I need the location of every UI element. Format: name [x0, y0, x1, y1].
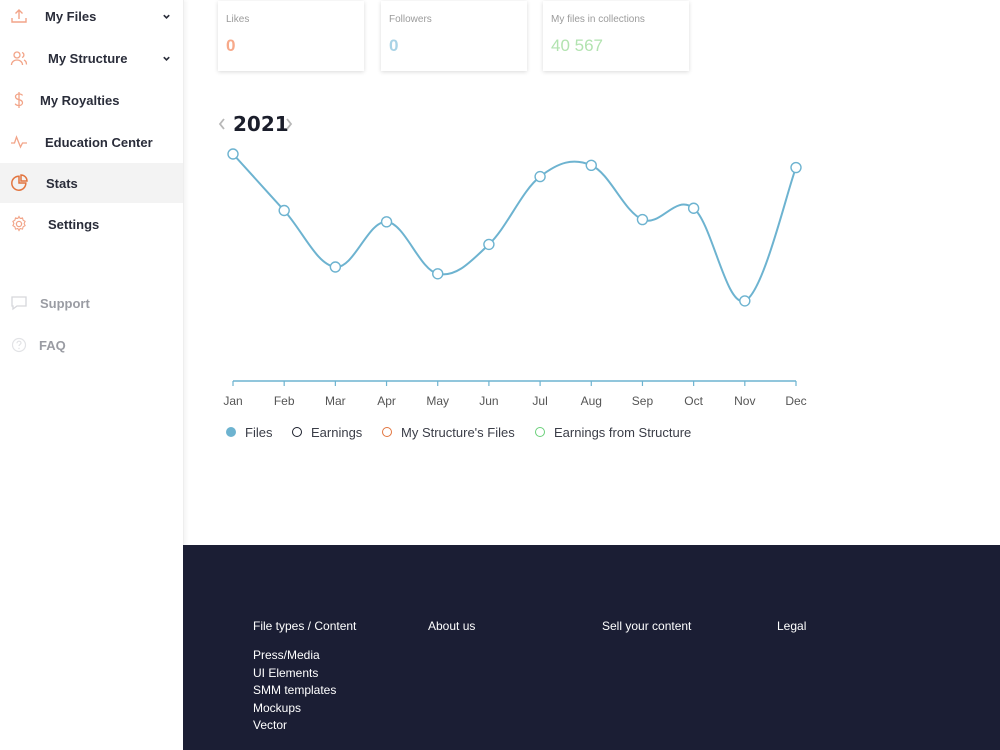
chevron-right-icon[interactable] [284, 116, 294, 132]
chat-icon [11, 296, 27, 311]
data-point [636, 213, 649, 226]
footer-heading-about[interactable]: About us [428, 619, 476, 633]
sidebar-item-settings[interactable]: Settings [0, 204, 183, 244]
data-point [329, 261, 342, 273]
sidebar-item-my-royalties[interactable]: My Royalties [0, 80, 183, 120]
footer-link[interactable]: SMM templates [253, 683, 337, 697]
sidebar-item-label: Support [40, 295, 90, 311]
card-title: My files in collections [551, 14, 645, 25]
legend-dot-outline-icon [382, 427, 392, 437]
data-point [432, 268, 444, 280]
sidebar-item-education-center[interactable]: Education Center [0, 122, 183, 162]
data-point [687, 202, 700, 214]
sidebar-item-label: Stats [46, 175, 78, 191]
sidebar-item-stats[interactable]: Stats [0, 163, 183, 203]
sidebar-item-support[interactable]: Support [0, 283, 183, 323]
chevron-down-icon[interactable] [162, 54, 171, 63]
x-tick-label: Jul [532, 394, 547, 408]
footer-heading-legal[interactable]: Legal [777, 619, 807, 633]
footer-link[interactable]: UI Elements [253, 666, 319, 680]
legend-dot-outline-icon [292, 427, 302, 437]
help-icon [11, 337, 27, 353]
card-value: 0 [389, 36, 399, 55]
x-tick-label: Sep [632, 394, 654, 408]
x-tick-label: Oct [684, 394, 703, 408]
series-line-files [232, 153, 797, 302]
likes-card: Likes 0 [218, 1, 364, 71]
x-tick-label: Aug [581, 394, 602, 408]
footer-link[interactable]: Mockups [253, 701, 302, 715]
x-tick-label: Apr [377, 394, 396, 408]
legend-item-structure-files[interactable]: My Structure's Files [382, 423, 515, 441]
legend-label: My Structure's Files [401, 424, 515, 440]
x-tick-label: Nov [734, 394, 755, 408]
footer-heading-sell[interactable]: Sell your content [602, 619, 692, 633]
sidebar-item-label: My Files [45, 8, 97, 24]
x-tick-label: Dec [785, 394, 806, 408]
data-point [790, 161, 802, 174]
data-point [534, 170, 546, 183]
year-label: 2021 [233, 112, 289, 136]
sidebar: My Files My Structure My Royalties Educa… [0, 0, 184, 750]
card-value: 40 567 [551, 36, 603, 55]
data-point [739, 295, 751, 307]
legend-item-earnings-structure[interactable]: Earnings from Structure [535, 423, 691, 441]
x-tick-label: May [426, 394, 449, 408]
sidebar-item-faq[interactable]: FAQ [0, 325, 183, 365]
x-tick-label: Mar [325, 394, 346, 408]
activity-icon [11, 135, 27, 149]
legend-label: Earnings from Structure [554, 424, 692, 440]
collections-card: My files in collections 40 567 [543, 1, 689, 71]
sidebar-item-label: Education Center [45, 134, 153, 150]
data-point [483, 238, 495, 251]
upload-icon [11, 9, 27, 23]
x-tick-label: Feb [274, 394, 295, 408]
footer-link[interactable]: Vector [253, 718, 288, 732]
sidebar-item-label: My Structure [48, 50, 128, 66]
data-point [380, 216, 393, 228]
card-title: Likes [226, 14, 250, 25]
footer: File types / Content About us Sell your … [183, 545, 1000, 750]
legend-dot-outline-icon [535, 427, 545, 437]
gear-icon [12, 215, 26, 232]
legend-dot-filled-icon [226, 427, 236, 437]
card-value: 0 [226, 36, 236, 55]
legend-item-files[interactable]: Files [226, 423, 272, 441]
footer-heading-content[interactable]: File types / Content [253, 619, 357, 633]
sidebar-item-my-files[interactable]: My Files [0, 0, 183, 36]
legend-label: Earnings [311, 424, 363, 440]
sidebar-item-my-structure[interactable]: My Structure [0, 38, 183, 78]
legend-label: Files [245, 424, 273, 440]
data-point [585, 159, 597, 171]
chevron-down-icon[interactable] [162, 12, 171, 21]
files-line-chart: Jan Feb Mar Apr May Jun Jul Aug Sep Oct Nov Dec [223, 148, 807, 408]
sidebar-item-label: My Royalties [40, 92, 120, 108]
followers-card: Followers 0 [381, 1, 527, 71]
users-icon [10, 51, 28, 66]
chevron-left-icon[interactable] [217, 116, 227, 132]
sidebar-item-label: Settings [48, 216, 100, 232]
legend-item-earnings[interactable]: Earnings [292, 423, 362, 441]
x-tick-label: Jun [479, 394, 498, 408]
data-point [227, 148, 239, 160]
card-title: Followers [389, 14, 432, 25]
footer-link[interactable]: Press/Media [253, 648, 320, 662]
sidebar-item-label: FAQ [39, 337, 66, 353]
x-tick-label: Jan [223, 394, 242, 408]
dollar-icon [14, 92, 24, 108]
data-point [278, 204, 290, 217]
pie-chart-icon [11, 174, 28, 191]
